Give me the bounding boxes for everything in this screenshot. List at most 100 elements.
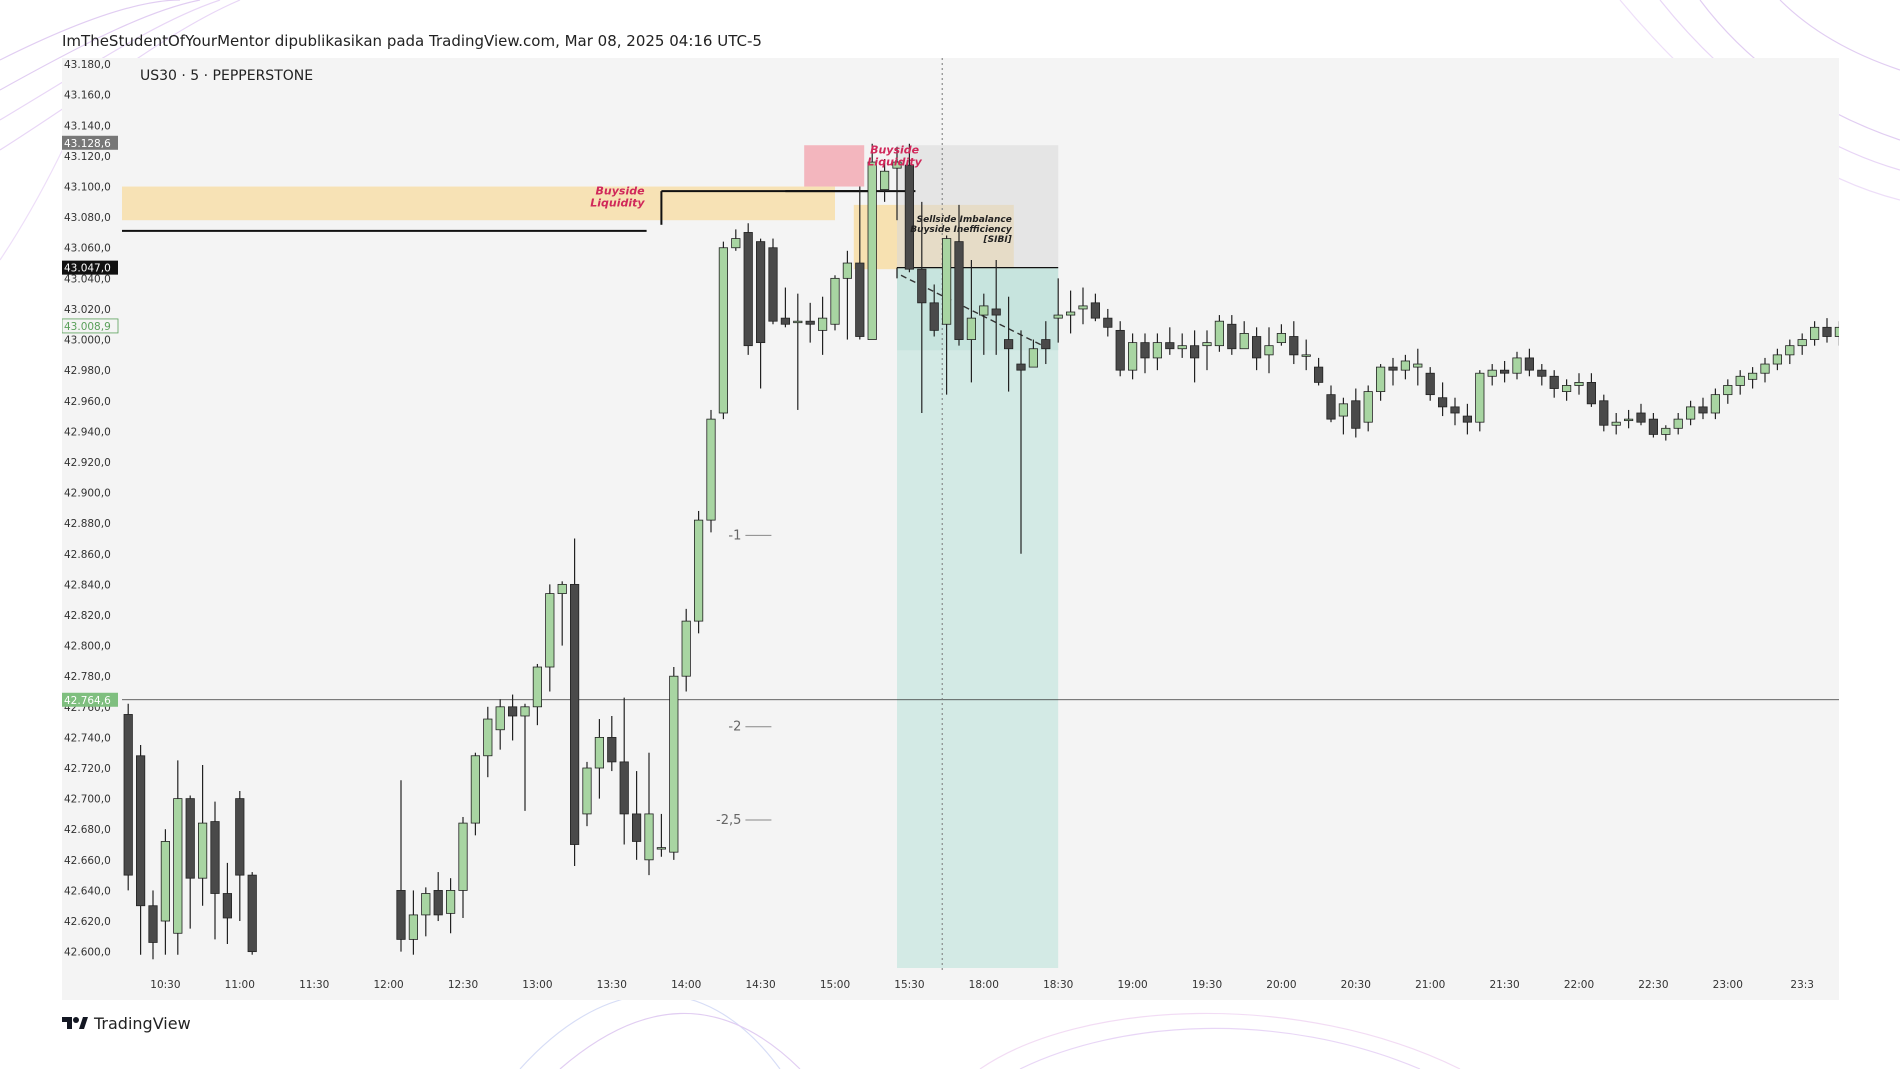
candle-body [520, 706, 530, 717]
price-tick-label: 42.980,0 [64, 365, 111, 377]
candle-body [619, 761, 629, 815]
candle [966, 259, 977, 383]
candle-body [408, 914, 419, 940]
fib-level-label: -1 [728, 528, 741, 543]
candle-body [1834, 326, 1839, 337]
time-tick-label: 11:00 [225, 979, 255, 991]
price-chart[interactable]: BuysideLiquidityBuysideLiquiditySellside… [62, 58, 1839, 1000]
candle-body [1636, 412, 1646, 423]
time-tick-label: 11:30 [299, 979, 329, 991]
candle [942, 235, 952, 395]
candle-body [644, 813, 654, 861]
time-tick-label: 21:30 [1489, 979, 1519, 991]
time-axis: 10:30 11:00 11:30 12:00 12:30 13:00 13:30 14:00… [150, 979, 1814, 991]
candle-body [545, 593, 555, 668]
candle [706, 409, 716, 533]
candle [433, 872, 443, 922]
candle [1400, 354, 1410, 380]
price-tick-label: 43.080,0 [64, 212, 111, 224]
candle [1710, 388, 1720, 420]
candle-body [1698, 406, 1708, 414]
price-badge-bg [62, 260, 118, 275]
candle-body [1574, 382, 1584, 386]
candle [1103, 308, 1113, 337]
candle-body [681, 620, 691, 677]
candle-body [929, 302, 939, 331]
candle-body [780, 317, 791, 325]
candle [1748, 367, 1758, 389]
candle-body [1252, 336, 1262, 359]
candle-body [185, 798, 195, 879]
candle-body [731, 238, 741, 249]
candle-body [458, 822, 468, 891]
tradingview-logo[interactable]: TradingView [62, 1012, 191, 1034]
candle [1326, 385, 1336, 423]
candle [185, 795, 195, 929]
candle-body [904, 164, 915, 270]
candle-body [669, 675, 679, 853]
candle-body [1524, 357, 1534, 371]
candle [1624, 409, 1634, 429]
price-tick-label: 42.820,0 [64, 610, 111, 622]
candle-body [557, 583, 567, 594]
sibi-label-line: [SIBI] [983, 235, 1013, 245]
chart-panel[interactable]: Buyside Liquidity Buyside Liquidity Sellside… [62, 58, 1839, 1000]
candle [1797, 333, 1807, 355]
candle [1028, 339, 1039, 368]
candle-body [222, 893, 232, 919]
candle [136, 745, 146, 955]
candle-body [1661, 427, 1671, 435]
candle-body [582, 767, 592, 815]
candle-body [1400, 360, 1410, 371]
candle-body [1772, 354, 1782, 365]
candle [1698, 397, 1708, 420]
candle [569, 538, 580, 866]
candle-body [1549, 375, 1559, 389]
price-tick-label: 42.800,0 [64, 641, 111, 653]
candle [1524, 348, 1534, 377]
candle [1276, 324, 1286, 346]
candle-body [1289, 336, 1299, 356]
candle [123, 703, 133, 891]
candle-body [706, 418, 716, 521]
candle-body [1115, 329, 1125, 371]
candle [1004, 296, 1014, 392]
price-tick-label: 42.880,0 [64, 518, 111, 530]
candle [1673, 413, 1683, 435]
candle-body [1239, 333, 1249, 350]
candle [1760, 357, 1770, 383]
buyside-liquidity-zone [122, 186, 835, 221]
time-tick-label: 21:00 [1415, 979, 1445, 991]
candle [1723, 379, 1733, 404]
candle [1115, 321, 1125, 377]
candle [669, 667, 679, 860]
candle-body [1078, 305, 1088, 310]
price-badge: 43.128,6 [62, 135, 118, 150]
candle [1016, 330, 1026, 554]
candle [780, 287, 791, 328]
candle-body [1537, 369, 1547, 377]
candle-body [1785, 345, 1795, 356]
candle-body [991, 308, 1001, 316]
candle [929, 284, 939, 337]
candle-body [855, 262, 865, 337]
candle [718, 241, 729, 420]
price-badge-bg [62, 135, 118, 150]
candle [495, 699, 505, 750]
price-tick-label: 42.680,0 [64, 824, 111, 836]
candle [1475, 370, 1485, 432]
candle [1599, 394, 1609, 432]
sibi-label-line: Buyside Inefficiency [910, 225, 1013, 235]
candle-body [1562, 385, 1572, 392]
candle-body [1475, 372, 1485, 423]
price-badge-bg [62, 318, 119, 334]
time-tick-label: 22:00 [1564, 979, 1594, 991]
candle-body [793, 320, 803, 324]
candle [1388, 357, 1398, 386]
candle-body [1748, 372, 1758, 380]
time-tick-label: 14:00 [671, 979, 701, 991]
price-tick-label: 43.100,0 [64, 182, 111, 194]
candle-body [966, 317, 977, 340]
candle-body [173, 798, 183, 934]
candle-body [942, 238, 952, 325]
